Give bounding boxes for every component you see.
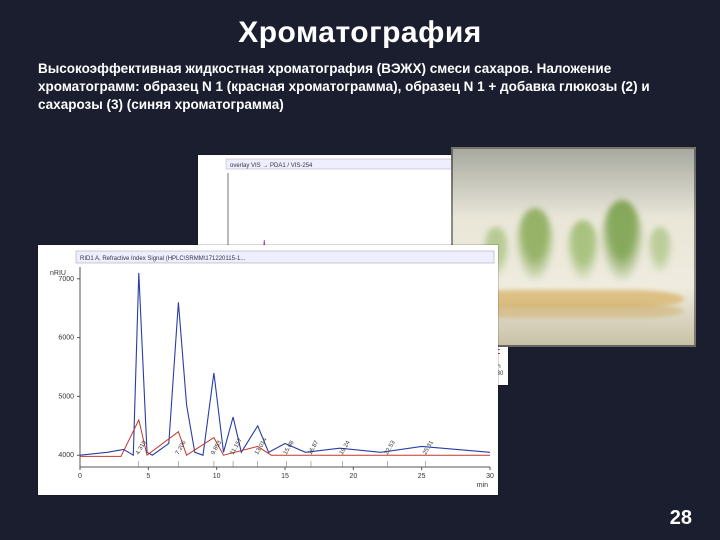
svg-text:30: 30 — [486, 473, 494, 480]
svg-text:11.157: 11.157 — [230, 437, 244, 456]
svg-text:RID1 A, Refractive Index Signa: RID1 A, Refractive Index Signal (HPLC\SR… — [80, 256, 246, 262]
svg-text:min: min — [477, 482, 488, 489]
svg-text:10: 10 — [213, 473, 221, 480]
svg-text:25: 25 — [418, 473, 426, 480]
page-number: 28 — [670, 507, 692, 530]
svg-text:5000: 5000 — [58, 393, 74, 400]
svg-text:19.24: 19.24 — [339, 439, 352, 456]
svg-text:20: 20 — [349, 473, 357, 480]
svg-text:9.853: 9.853 — [210, 439, 223, 456]
slide-subtitle: Высокоэффективная жидкостная хроматограф… — [38, 60, 678, 115]
svg-text:5: 5 — [146, 473, 150, 480]
chromatogram-front-svg: RID1 A, Refractive Index Signal (HPLC\SR… — [38, 245, 498, 495]
svg-text:0: 0 — [78, 473, 82, 480]
content-area: overlay VIS → PDA1 / VIS-254 0 5 10 15 20 25 30… — [38, 155, 696, 506]
chromatogram-front: RID1 A, Refractive Index Signal (HPLC\SR… — [38, 245, 498, 495]
svg-text:6000: 6000 — [58, 335, 74, 342]
svg-text:4000: 4000 — [58, 452, 74, 459]
svg-text:16.87: 16.87 — [308, 439, 321, 456]
svg-text:nRIU: nRIU — [50, 270, 66, 277]
svg-text:overlay VIS → PDA1 / VIS-254: overlay VIS → PDA1 / VIS-254 — [230, 163, 313, 169]
svg-text:15: 15 — [281, 473, 289, 480]
svg-text:22.53: 22.53 — [384, 439, 397, 456]
slide-title: Хроматография — [38, 16, 682, 50]
slide: Хроматография Высокоэффективная жидкостн… — [0, 0, 720, 540]
